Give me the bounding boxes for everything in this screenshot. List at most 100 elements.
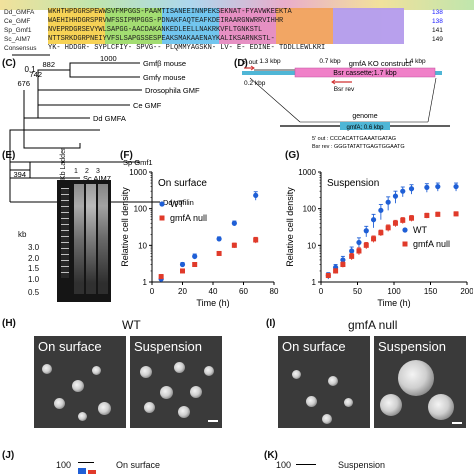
chart-title: On surface — [158, 178, 207, 189]
null-surface-image: On surface — [278, 336, 370, 428]
data-point-wt — [231, 220, 237, 226]
alignment-row-seq: NVEPRDGRSEVYWLSAPGG-AACDAKANKEDLEELLNAKR… — [48, 26, 404, 35]
alignment-row: Dd_GMFA WKHTHPDGRSPEWWSVFMPGGS-PAAMTISANE… — [0, 8, 474, 17]
data-point-null — [356, 248, 362, 254]
taxon-gmfb-mouse: Gmfβ mouse — [143, 59, 186, 68]
legend-label: WT — [170, 199, 184, 209]
node-value-4: 676 — [17, 79, 30, 88]
size-0-5: 0.5 — [28, 288, 40, 297]
data-point-wt — [216, 236, 222, 242]
wt-surface-label: On surface — [38, 339, 102, 354]
data-point-null — [363, 242, 369, 248]
data-point-wt — [192, 253, 198, 259]
alignment-row-name: Ce_GMF — [4, 18, 31, 25]
alignment-row-name: Sp_Gmf1 — [4, 27, 32, 34]
gel-panel: Kb Ladder 1 2 3 kb 3.0 2.0 1.5 1.0 0.5 — [0, 148, 120, 305]
null-suspension-image: Suspension — [374, 336, 466, 428]
y-tick-label: 10 — [307, 241, 316, 250]
data-point-null — [180, 268, 185, 274]
taxon-sp-gmf1: Sp Gmf1 — [123, 158, 153, 167]
node-value-2: 882 — [42, 60, 55, 69]
alignment-row-name: Consensus — [4, 45, 37, 52]
panel-f-label: (F) — [120, 150, 133, 161]
x-tick-label: 100 — [387, 287, 401, 296]
alignment-panel: Dd_GMFA WKHTHPDGRSPEWWSVFMPGGS-PAAMTISANE… — [0, 0, 474, 58]
data-point-null — [385, 225, 391, 231]
taxon-sc-aim7: Sc AIM7 — [83, 174, 111, 183]
data-point-null — [378, 230, 384, 236]
growth-chart-suspension: 1 10 100 1000 0 50 100 150 200 Time (h) Relative c… — [285, 168, 473, 308]
growth-chart-surface: 1 10 100 1000 0 20 40 60 80 Time (h) Relative cell… — [120, 168, 279, 308]
taxon-ce-gmf: Ce GMF — [133, 101, 162, 110]
len-mid: 0.7 kbp — [319, 58, 341, 65]
y-tick-label: 1000 — [129, 168, 147, 177]
data-point-null — [333, 268, 339, 274]
data-point-null — [349, 253, 355, 259]
len-small: 0.2 kbp — [244, 80, 266, 87]
alignment-row-seq: WAEHIHHDGRSPRVWFSSIPMPGGS-PDNAKFAQTEAFKD… — [48, 17, 404, 26]
panel-c-label: (C) — [2, 58, 16, 69]
primer-2: Bsr rev : GGGTATATTGAGTGGAATG — [312, 144, 405, 150]
node-value-3: 742 — [29, 70, 42, 79]
kb-axis-label: kb — [18, 230, 27, 239]
legend-label: gmfA null — [170, 213, 207, 223]
lane-3-label: 3 — [96, 168, 100, 175]
data-point-null — [392, 220, 398, 226]
panel-h-title: WT — [122, 318, 141, 332]
x-tick-label: 80 — [270, 287, 279, 296]
y-tick-label: 1000 — [298, 168, 316, 177]
panel-k-axis — [296, 464, 316, 465]
wt-suspension-image: Suspension — [130, 336, 222, 428]
x-tick-label: 0 — [150, 287, 155, 296]
panel-j-y100: 100 — [56, 460, 72, 470]
len-left: 1.3 kbp — [259, 58, 281, 65]
size-1-0: 1.0 — [28, 275, 40, 284]
x-axis-label: Time (h) — [377, 298, 410, 308]
alignment-row-num: 138 — [432, 9, 443, 16]
data-point-null — [340, 262, 346, 268]
data-point-wt — [400, 188, 406, 194]
legend-label: WT — [413, 225, 427, 235]
out5-label: 5' out — [242, 59, 258, 66]
legend-marker-wt — [159, 201, 165, 207]
panel-k-y100: 100 — [276, 460, 292, 470]
legend-label: gmfA null — [413, 239, 450, 249]
chart-title: Suspension — [327, 178, 379, 189]
cassette-label: Bsr cassette;1.7 kbp — [333, 70, 397, 77]
node-value-5: 394 — [13, 170, 26, 179]
data-point-null — [424, 213, 430, 219]
size-2-0: 2.0 — [28, 254, 40, 263]
lane-2-label: 2 — [85, 168, 89, 175]
alignment-row-seq: YK- HDDGR- SYPLCFIY- SPVG-- PLQMMYAGSKN-… — [48, 44, 326, 52]
data-point-null — [253, 237, 259, 243]
x-tick-label: 0 — [319, 287, 324, 296]
data-point-null — [192, 262, 198, 268]
y-tick-label: 10 — [138, 241, 147, 250]
null-suspension-label: Suspension — [378, 339, 446, 354]
alignment-row-name: Sc_AIM7 — [4, 36, 31, 43]
data-point-wt — [363, 228, 369, 234]
data-point-wt — [392, 193, 399, 199]
data-point-wt — [349, 248, 355, 254]
bsr-rev-label: Bsr rev — [334, 86, 355, 93]
y-tick-label: 100 — [303, 205, 317, 214]
alignment-row: Sc_AIM7 NTTSRKDGRPNEIYVFSLSAPGSSESPEAKSMA… — [0, 35, 474, 44]
y-axis-label: Relative cell density — [120, 187, 130, 267]
panel-j-bars — [76, 462, 106, 474]
tree-scale-value: 0.1 — [24, 65, 36, 74]
panel-i-title: gmfA null — [348, 318, 398, 332]
data-point-wt — [370, 217, 377, 223]
gene-label: gmfA; 0.6 kbp — [346, 125, 384, 131]
alignment-row-num: 138 — [432, 18, 443, 25]
alignment-row: Ce_GMF WAEHIHHDGRSPRVWFSSIPMPGGS-PDNAKFAQ… — [0, 17, 474, 26]
data-point-null — [453, 211, 459, 217]
panel-e-label: (E) — [2, 150, 16, 161]
size-3-0: 3.0 — [28, 243, 40, 252]
phylogenetic-tree: 0.1 1000 882 742 676 394 Gmfβ mouse Gmfγ… — [9, 54, 200, 207]
data-point-wt — [408, 186, 415, 192]
data-point-wt — [424, 184, 430, 191]
panel-k-title: Suspension — [338, 460, 386, 470]
ko-construct-diagram: gmfA KO construct 5' out 1.3 kbp 0.7 kbp… — [242, 58, 450, 150]
y-tick-label: 100 — [134, 205, 148, 214]
panel-h-label: (H) — [2, 318, 16, 329]
